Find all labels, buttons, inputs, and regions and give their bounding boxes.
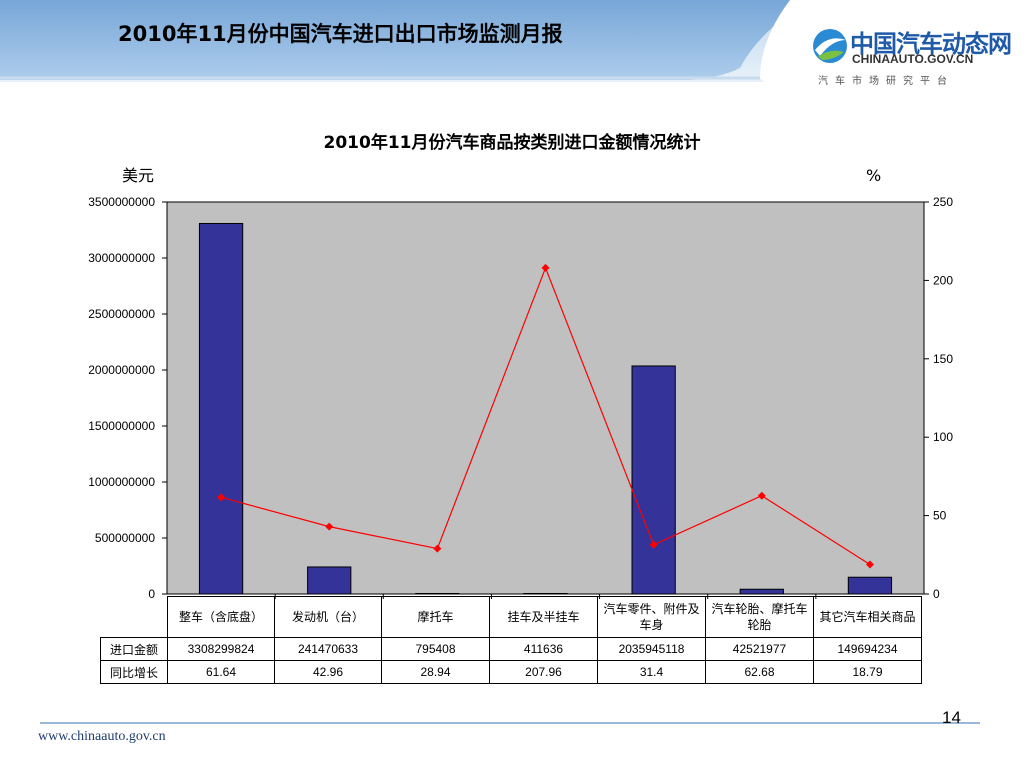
table-cell: 795408 <box>381 637 490 661</box>
bar <box>198 222 244 595</box>
table-cell: 207.96 <box>489 660 598 684</box>
row-label: 进口金额 <box>100 637 168 661</box>
logo-domain: CHINAAUTO.GOV.CN <box>852 52 974 66</box>
y2-tick-label: 0 <box>933 587 940 601</box>
bar <box>523 593 568 595</box>
line-point <box>433 544 442 553</box>
chart-title: 2010年11月份汽车商品按类别进口金额情况统计 <box>324 132 701 153</box>
table-row: 同比增长 61.64 42.96 28.94 207.96 31.4 62.68… <box>100 660 922 684</box>
y2-tick-label: 150 <box>933 352 953 366</box>
table-cell: 62.68 <box>705 660 814 684</box>
category-label: 摩托车 <box>381 596 490 638</box>
table-cell: 3308299824 <box>167 637 275 661</box>
category-label: 发动机（台） <box>274 596 382 638</box>
y2-axis-label: % <box>866 166 881 185</box>
y-tick-label: 2500000000 <box>88 307 155 321</box>
table-cell: 28.94 <box>381 660 490 684</box>
bar <box>307 566 352 595</box>
page-number: 14 <box>942 708 961 727</box>
category-label: 汽车零件、附件及车身 <box>597 596 706 638</box>
y-tick-label: 1000000000 <box>88 475 155 489</box>
line-point <box>217 493 226 502</box>
y2-tick-label: 100 <box>933 430 953 444</box>
bar <box>631 365 676 595</box>
y2-tick-label: 200 <box>933 273 953 287</box>
footer-divider <box>40 722 980 724</box>
line-point <box>865 560 874 569</box>
category-label: 其它汽车相关商品 <box>813 596 922 638</box>
header-title: 2010年11月份中国汽车进口出口市场监测月报 <box>118 22 563 46</box>
y2-tick-label: 50 <box>933 509 947 523</box>
y-tick-label: 0 <box>148 587 155 601</box>
y-tick-label: 3500000000 <box>88 195 155 209</box>
line-point <box>757 491 766 500</box>
table-cell: 2035945118 <box>597 637 706 661</box>
table-cell: 61.64 <box>167 660 275 684</box>
logo-slogan: 汽车市场研究平台 <box>818 76 954 87</box>
y-tick-label: 2000000000 <box>88 363 155 377</box>
table-cell: 241470633 <box>274 637 382 661</box>
table-cell: 411636 <box>489 637 598 661</box>
logo-text: 中国汽车动态网 <box>850 30 1012 58</box>
y-tick-label: 1500000000 <box>88 419 155 433</box>
category-label: 挂车及半挂车 <box>489 596 598 638</box>
table-cell: 31.4 <box>597 660 706 684</box>
line-point <box>649 540 658 549</box>
logo-swirl-icon <box>813 29 847 63</box>
footer-url: www.chinaauto.gov.cn <box>38 729 166 744</box>
bar <box>847 576 893 595</box>
line-point <box>325 522 334 531</box>
table-corner <box>100 596 168 638</box>
data-table: 整车（含底盘） 发动机（台） 摩托车 挂车及半挂车 汽车零件、附件及车身 汽车轮… <box>100 596 922 684</box>
table-cell: 149694234 <box>813 637 922 661</box>
table-cell: 42521977 <box>705 637 814 661</box>
table-cell: 42.96 <box>274 660 382 684</box>
plot-area <box>166 201 925 595</box>
category-label: 整车（含底盘） <box>167 596 275 638</box>
table-row: 进口金额 3308299824 241470633 795408 411636 … <box>100 637 922 661</box>
bar <box>739 588 784 595</box>
row-label: 同比增长 <box>100 660 168 684</box>
y-tick-label: 3000000000 <box>88 251 155 265</box>
table-cell: 18.79 <box>813 660 922 684</box>
y-axis-label: 美元 <box>122 166 154 185</box>
line-point <box>541 263 550 272</box>
category-label: 汽车轮胎、摩托车轮胎 <box>705 596 814 638</box>
header-banner <box>0 0 1024 92</box>
y2-tick-label: 250 <box>933 195 953 209</box>
y-tick-label: 500000000 <box>95 531 155 545</box>
bar <box>415 593 460 595</box>
